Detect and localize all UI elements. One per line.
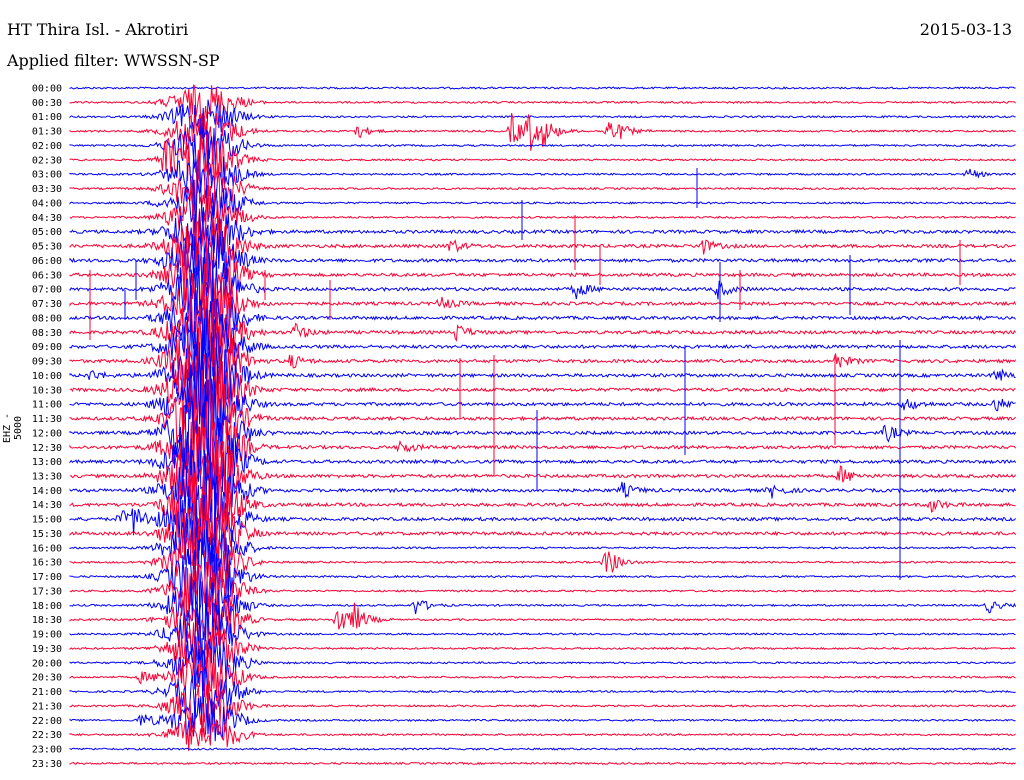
trace-row: [69, 149, 1016, 200]
trace-row: [69, 122, 1016, 167]
row-time-label: 01:30: [32, 127, 62, 138]
row-time-label: 09:00: [32, 342, 62, 353]
row-time-label: 15:30: [32, 529, 62, 540]
row-time-label: 08:30: [32, 328, 62, 339]
row-time-label: 20:30: [32, 673, 62, 684]
row-time-label: 09:30: [32, 357, 62, 368]
row-time-label: 05:00: [32, 227, 62, 238]
trace-row: [69, 466, 1016, 551]
row-time-label: 18:00: [32, 601, 62, 612]
row-time-label: 04:00: [32, 198, 62, 209]
row-time-label: 23:30: [32, 759, 62, 770]
row-time-label: 19:00: [32, 630, 62, 641]
row-time-label: 15:00: [32, 515, 62, 526]
trace-row: [69, 696, 1016, 742]
row-time-label: 16:30: [32, 558, 62, 569]
record-date: 2015-03-13: [919, 20, 1012, 39]
trace-row: [69, 236, 1016, 311]
row-time-label: 07:30: [32, 299, 62, 310]
row-time-label: 06:30: [32, 270, 62, 281]
row-time-label: 00:00: [32, 84, 62, 95]
trace-row: [69, 205, 1016, 264]
row-time-label: 06:00: [32, 256, 62, 267]
trace-row: [69, 472, 1016, 563]
filter-label: Applied filter: WWSSN-SP: [7, 51, 220, 70]
row-time-label: 16:00: [32, 543, 62, 554]
station-title: HT Thira Isl. - Akrotiri: [7, 20, 189, 39]
trace-row: [69, 224, 1016, 297]
row-time-label: 20:00: [32, 658, 62, 669]
row-time-label: 12:00: [32, 428, 62, 439]
row-time-label: 01:00: [32, 112, 62, 123]
row-time-label: 22:30: [32, 730, 62, 741]
row-time-label: 18:30: [32, 615, 62, 626]
row-time-label: 12:30: [32, 443, 62, 454]
trace-row: [69, 561, 1016, 624]
row-time-label: 10:30: [32, 385, 62, 396]
trace-row: [69, 134, 1016, 182]
trace-row: [69, 622, 1016, 676]
row-time-label: 05:30: [32, 242, 62, 253]
trace-row: [69, 301, 1017, 384]
trace-row: [69, 747, 1016, 751]
row-time-label: 23:00: [32, 745, 62, 756]
row-time-label: 17:00: [32, 572, 62, 583]
row-time-label: 13:00: [32, 457, 62, 468]
row-time-label: 11:30: [32, 414, 62, 425]
trace-row: [69, 262, 1017, 336]
trace-row: [69, 761, 1016, 766]
trace-row: [69, 250, 1016, 325]
row-time-label: 21:30: [32, 701, 62, 712]
trace-row: [69, 347, 1016, 439]
row-time-label: 02:00: [32, 141, 62, 152]
trace-row: [69, 177, 1016, 229]
trace-row: [69, 636, 1016, 691]
row-time-label: 14:30: [32, 500, 62, 511]
row-time-label: 14:00: [32, 486, 62, 497]
trace-row: [69, 401, 1016, 485]
row-time-label: 04:30: [32, 213, 62, 224]
trace-row: [69, 713, 1016, 752]
row-time-label: 17:30: [32, 586, 62, 597]
trace-row: [69, 648, 1016, 706]
trace-row: [69, 497, 1017, 566]
trace-row: [69, 352, 1016, 456]
row-time-label: 19:30: [32, 644, 62, 655]
trace-row: [69, 426, 1017, 521]
row-time-label: 03:00: [32, 170, 62, 181]
row-time-label: 21:00: [32, 687, 62, 698]
row-time-label: 22:00: [32, 716, 62, 727]
trace-row: [69, 589, 1016, 654]
row-time-label: 10:00: [32, 371, 62, 382]
trace-row: [69, 666, 1016, 718]
row-time-label: 03:30: [32, 184, 62, 195]
trace-row: [69, 99, 1016, 138]
trace-row: [69, 295, 1016, 374]
trace-row: [69, 209, 1016, 282]
row-time-label: 11:00: [32, 400, 62, 411]
trace-row: [69, 575, 1017, 642]
trace-row: [69, 603, 1016, 664]
trace-row: [69, 416, 1017, 510]
row-time-label: 07:00: [32, 285, 62, 296]
row-time-label: 08:00: [32, 313, 62, 324]
row-time-label: 13:30: [32, 471, 62, 482]
trace-row: [69, 112, 1016, 153]
row-time-label: 02:30: [32, 155, 62, 166]
trace-row: [69, 86, 1016, 90]
row-time-label: 00:30: [32, 98, 62, 109]
